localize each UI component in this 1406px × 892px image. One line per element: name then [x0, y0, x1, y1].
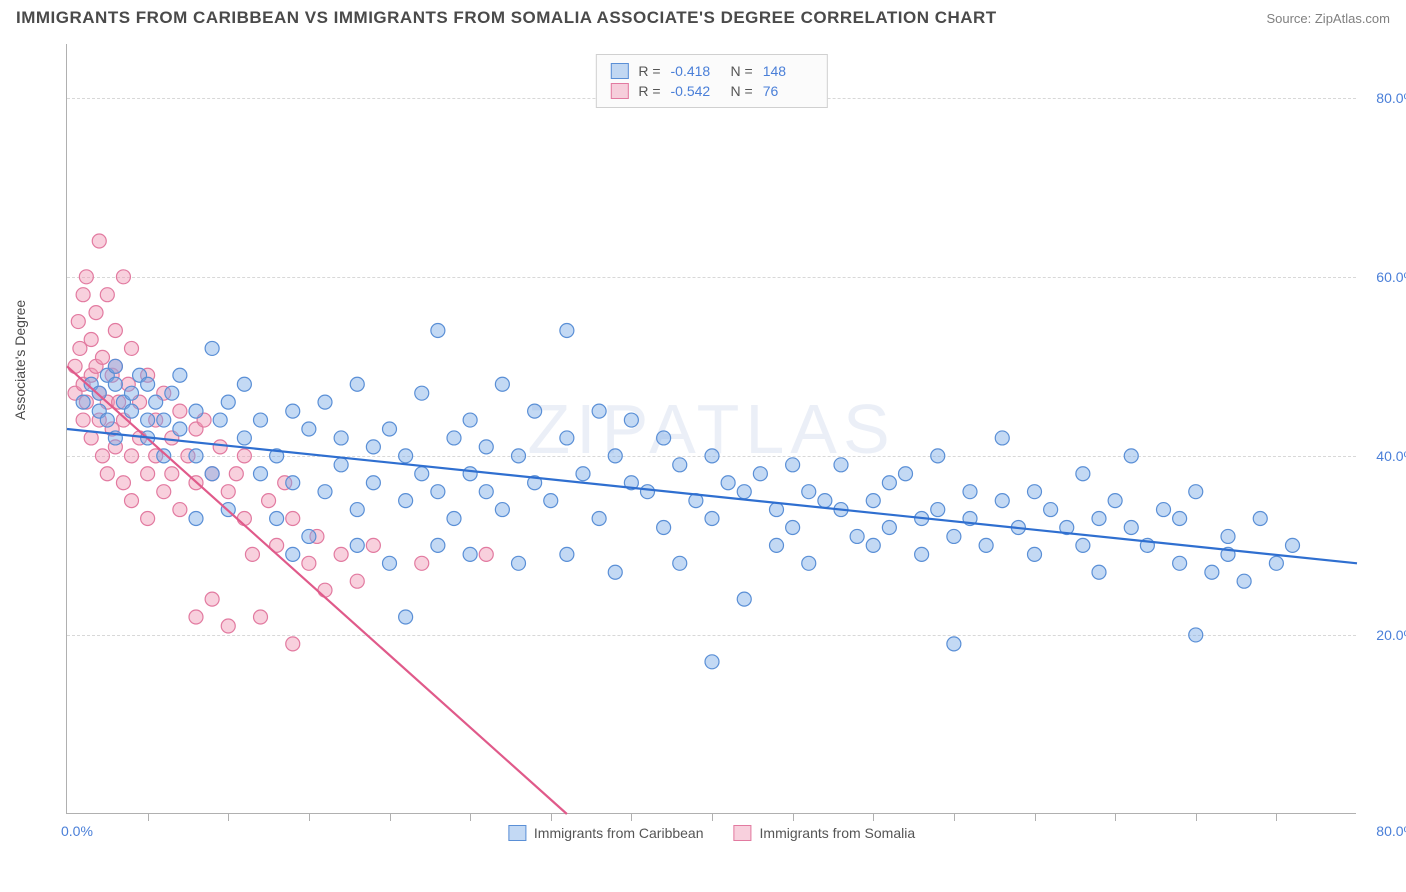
x-axis-end-label: 80.0%	[1376, 823, 1406, 839]
header: IMMIGRANTS FROM CARIBBEAN VS IMMIGRANTS …	[16, 8, 1390, 28]
y-tick-label: 40.0%	[1361, 448, 1406, 464]
legend-row-caribbean: R = -0.418 N = 148	[610, 61, 812, 81]
x-tick	[148, 813, 149, 821]
legend-item-caribbean: Immigrants from Caribbean	[508, 825, 704, 841]
r-label: R =	[638, 63, 660, 79]
x-tick	[712, 813, 713, 821]
legend-item-somalia: Immigrants from Somalia	[734, 825, 916, 841]
swatch-caribbean	[610, 63, 628, 79]
r-value-somalia: -0.542	[671, 83, 721, 99]
y-axis-label: Associate's Degree	[12, 300, 28, 420]
x-tick	[1115, 813, 1116, 821]
y-tick-label: 60.0%	[1361, 269, 1406, 285]
source-attribution: Source: ZipAtlas.com	[1266, 11, 1390, 26]
x-tick	[1276, 813, 1277, 821]
x-axis-start-label: 0.0%	[61, 823, 93, 839]
x-tick	[551, 813, 552, 821]
swatch-somalia	[610, 83, 628, 99]
legend-row-somalia: R = -0.542 N = 76	[610, 81, 812, 101]
series-legend: Immigrants from Caribbean Immigrants fro…	[508, 825, 915, 841]
chart-title: IMMIGRANTS FROM CARIBBEAN VS IMMIGRANTS …	[16, 8, 997, 28]
chart-plot-area: ZIPATLAS 20.0%40.0%60.0%80.0% R = -0.418…	[66, 44, 1356, 814]
legend-label-caribbean: Immigrants from Caribbean	[534, 825, 704, 841]
x-tick	[631, 813, 632, 821]
source-link[interactable]: ZipAtlas.com	[1315, 11, 1390, 26]
x-tick	[470, 813, 471, 821]
y-tick-label: 80.0%	[1361, 90, 1406, 106]
n-label: N =	[731, 83, 753, 99]
r-label: R =	[638, 83, 660, 99]
swatch-caribbean-icon	[508, 825, 526, 841]
x-tick	[1035, 813, 1036, 821]
x-tick	[309, 813, 310, 821]
r-value-caribbean: -0.418	[671, 63, 721, 79]
n-value-somalia: 76	[763, 83, 813, 99]
source-prefix: Source:	[1266, 11, 1314, 26]
swatch-somalia-icon	[734, 825, 752, 841]
x-tick	[228, 813, 229, 821]
correlation-legend: R = -0.418 N = 148 R = -0.542 N = 76	[595, 54, 827, 108]
x-tick	[873, 813, 874, 821]
x-tick	[1196, 813, 1197, 821]
scatter-svg	[67, 44, 1356, 813]
x-tick	[793, 813, 794, 821]
legend-label-somalia: Immigrants from Somalia	[760, 825, 916, 841]
x-tick	[954, 813, 955, 821]
x-tick	[390, 813, 391, 821]
y-tick-label: 20.0%	[1361, 627, 1406, 643]
n-label: N =	[731, 63, 753, 79]
n-value-caribbean: 148	[763, 63, 813, 79]
